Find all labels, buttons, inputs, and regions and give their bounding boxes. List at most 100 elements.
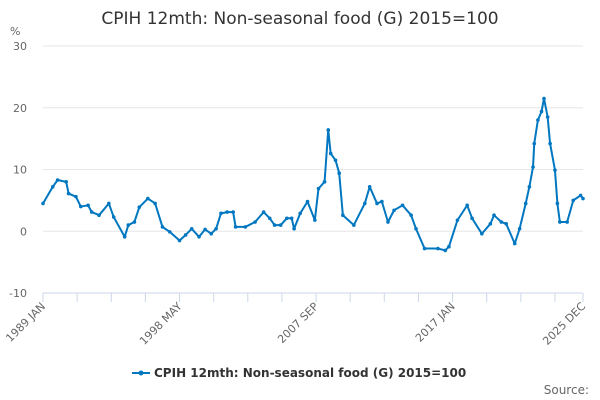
data-point — [565, 220, 569, 224]
data-point — [41, 201, 45, 206]
data-point — [233, 225, 238, 229]
data-point — [177, 238, 182, 243]
data-point — [470, 216, 474, 221]
data-point — [558, 220, 562, 224]
data-point — [553, 168, 557, 172]
legend-label: CPIH 12mth: Non-seasonal food (G) 2015=1… — [154, 366, 466, 380]
data-point — [499, 220, 504, 224]
data-point — [160, 225, 165, 229]
data-point — [447, 244, 451, 249]
data-point — [536, 118, 540, 122]
data-point — [504, 222, 509, 226]
data-point — [527, 184, 532, 189]
chart-title: CPIH 12mth: Non-seasonal food (G) 2015=1… — [101, 9, 498, 29]
x-tick-label: 1998 MAY — [137, 300, 185, 348]
data-point — [548, 141, 552, 146]
data-point — [555, 201, 560, 206]
series-line — [42, 97, 584, 252]
data-point — [89, 210, 94, 214]
data-point — [231, 210, 235, 214]
data-point — [132, 220, 137, 224]
data-point — [316, 186, 321, 191]
data-point — [167, 230, 172, 234]
y-tick-label: -10 — [9, 287, 27, 300]
source-label: Source: — [544, 383, 589, 397]
data-point — [414, 226, 418, 231]
data-point — [581, 196, 585, 201]
data-point — [203, 227, 207, 232]
x-tick-label: 2017 JAN — [413, 300, 458, 345]
data-point — [409, 213, 413, 217]
data-point — [219, 211, 223, 216]
x-tick-label: 2025 DEC — [540, 300, 588, 348]
data-point — [337, 171, 342, 176]
data-point — [225, 210, 229, 214]
data-point — [253, 220, 257, 224]
legend-marker-icon — [138, 370, 144, 376]
data-point — [455, 218, 460, 222]
data-point — [284, 216, 289, 221]
data-point — [289, 216, 294, 221]
data-point — [512, 241, 517, 246]
data-point — [209, 231, 214, 236]
data-point — [243, 225, 248, 229]
x-tick-label: 1989 JAN — [3, 300, 48, 345]
data-point — [272, 223, 277, 227]
data-point — [443, 248, 448, 253]
data-point — [341, 213, 345, 217]
data-point — [189, 226, 194, 231]
data-point — [422, 246, 427, 251]
data-point — [146, 196, 150, 201]
data-point — [153, 201, 157, 206]
data-point — [261, 210, 266, 214]
data-point — [183, 233, 188, 237]
data-point — [578, 193, 583, 198]
legend[interactable]: CPIH 12mth: Non-seasonal food (G) 2015=1… — [132, 366, 466, 380]
data-point — [55, 178, 60, 182]
data-point — [380, 199, 384, 204]
y-tick-label: 0 — [20, 225, 27, 238]
data-point — [326, 128, 331, 132]
data-point — [400, 203, 405, 208]
data-point — [50, 184, 55, 189]
data-point — [137, 205, 142, 209]
data-point — [517, 226, 522, 231]
data-point — [545, 115, 550, 119]
data-point — [531, 165, 535, 169]
y-tick-label: 20 — [13, 102, 27, 115]
data-point — [267, 216, 272, 221]
data-point — [278, 223, 283, 227]
data-point — [74, 194, 78, 199]
data-point — [66, 191, 71, 196]
data-point — [322, 180, 327, 184]
data-point — [352, 223, 356, 227]
y-tick-label: 10 — [13, 164, 27, 177]
data-point — [298, 211, 303, 216]
data-point — [392, 208, 396, 213]
data-point — [488, 222, 493, 226]
data-point — [363, 201, 367, 206]
y-tick-label: 30 — [13, 40, 27, 53]
data-point — [532, 141, 537, 146]
data-point — [214, 226, 218, 231]
data-point — [86, 203, 90, 208]
data-point — [126, 223, 131, 227]
data-point — [64, 180, 68, 184]
data-point — [436, 246, 440, 251]
data-point — [492, 213, 496, 217]
data-point — [375, 201, 379, 206]
data-point — [122, 235, 127, 239]
data-point — [292, 226, 296, 231]
data-point — [333, 158, 338, 163]
data-point — [197, 235, 201, 239]
data-point — [305, 199, 310, 204]
data-point — [480, 231, 484, 236]
data-point — [328, 151, 333, 156]
data-point — [465, 203, 469, 208]
data-point — [111, 215, 116, 219]
y-axis-unit: % — [10, 25, 20, 38]
data-point — [367, 184, 372, 189]
data-point — [386, 220, 390, 224]
data-point — [107, 201, 111, 206]
